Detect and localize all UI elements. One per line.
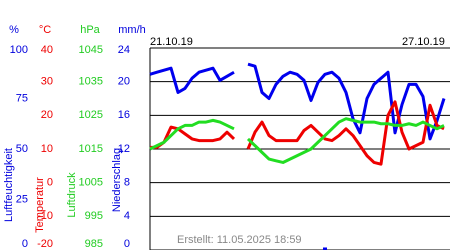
y-tick-label: 100 [10,44,28,56]
x-tick-label: 21.10.19 [150,36,193,48]
footer: Erstellt: 11.05.2025 18:59 [177,234,302,246]
axis-title: Niederschlag [111,148,123,212]
y-tick-label: -20 [37,238,53,250]
y-tick-label: 20 [118,76,130,88]
axis-unit: mm/h [118,24,146,36]
axis-unit: % [9,24,19,36]
precip-bar [323,247,327,250]
y-tick-label: 0 [47,177,53,189]
series-line [149,62,446,141]
y-tick-label: 1005 [79,177,103,189]
y-tick-label: 0 [22,238,28,250]
y-tick-label: 995 [85,210,103,222]
y-tick-label: 40 [41,44,53,56]
y-tick-label: 10 [41,143,53,155]
axis-unit: °C [39,24,51,36]
y-tick-label: 1035 [79,76,103,88]
y-tick-label: 8 [124,177,130,189]
y-tick-label: 50 [16,143,28,155]
y-tick-label: 30 [41,76,53,88]
y-tick-label: 4 [124,210,130,222]
axis-title: Temperatur [34,177,46,233]
y-tick-label: -10 [37,210,53,222]
axis-title: Luftfeuchtigkeit [3,148,15,222]
y-tick-label: 12 [118,143,130,155]
y-tick-label: 1045 [79,44,103,56]
y-tick-label: 24 [118,44,130,56]
y-tick-label: 1025 [79,109,103,121]
y-tick-label: 75 [16,92,28,104]
series-line [149,117,445,164]
y-tick-label: 0 [124,238,130,250]
y-tick-label: 985 [85,238,103,250]
y-tick-label: 20 [41,109,53,121]
y-tick-label: 1015 [79,143,103,155]
x-tick-label: 27.10.19 [402,36,445,48]
y-tick-label: 16 [118,109,130,121]
axis-unit: hPa [80,24,100,36]
y-tick-label: 25 [16,193,28,205]
axis-title: Luftdruck [66,172,78,218]
